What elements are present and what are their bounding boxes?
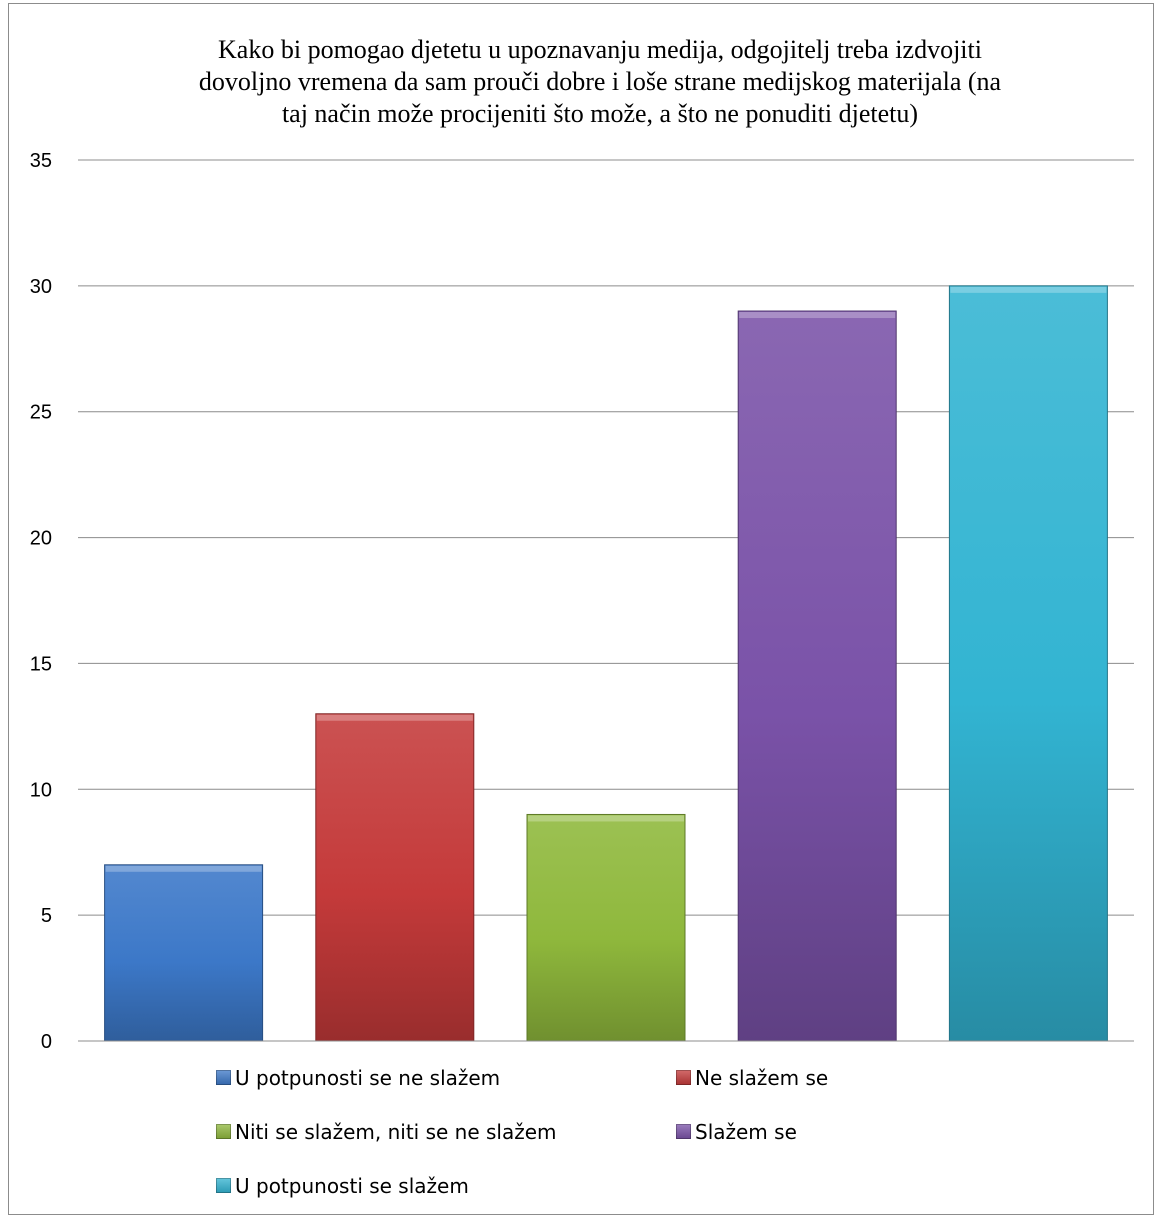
legend-item: U potpunosti se ne slažem [216, 1064, 500, 1092]
legend-label: Niti se slažem, niti se ne slažem [235, 1120, 557, 1144]
chart-title: Kako bi pomogao djetetu u upoznavanju me… [100, 34, 1100, 130]
legend-swatch [676, 1070, 691, 1085]
legend-swatch [676, 1124, 691, 1139]
y-tick-label: 0 [41, 1031, 52, 1053]
bar-highlight [950, 286, 1107, 293]
bar [737, 310, 897, 1042]
y-axis-ticks: 0 5 10 15 20 25 30 35 [30, 150, 52, 1053]
y-tick-label: 20 [30, 528, 52, 550]
bar [948, 285, 1108, 1042]
legend-label: U potpunosti se ne slažem [235, 1066, 501, 1090]
chart-title-line: taj način može procijeniti što može, a š… [281, 99, 919, 128]
bar-body [526, 813, 686, 1042]
legend-item: Ne slažem se [676, 1064, 828, 1092]
bar [104, 864, 264, 1042]
bar-body [737, 310, 897, 1042]
legend-swatch [216, 1070, 231, 1085]
y-tick-label: 30 [30, 276, 52, 298]
y-tick-label: 10 [30, 779, 52, 801]
y-tick-label: 25 [30, 402, 52, 424]
bars [78, 285, 1134, 1042]
y-tick-label: 35 [30, 150, 52, 172]
y-tick-label: 15 [30, 653, 52, 675]
chart-title-line: dovoljno vremena da sam prouči dobre i l… [198, 67, 1002, 96]
bar-body [315, 713, 475, 1042]
legend-item: U potpunosti se slažem [216, 1172, 469, 1200]
bar-body [948, 285, 1108, 1042]
bar-highlight [528, 815, 684, 822]
bar [315, 713, 475, 1042]
y-tick-label: 5 [41, 905, 52, 927]
bar-highlight [739, 312, 896, 319]
legend-swatch [216, 1178, 231, 1193]
bar-highlight [316, 714, 473, 721]
legend-label: U potpunosti se slažem [235, 1174, 469, 1198]
bar-body [104, 864, 264, 1042]
chart-title-line: Kako bi pomogao djetetu u upoznavanju me… [218, 35, 982, 64]
legend-label: Ne slažem se [695, 1066, 829, 1090]
legend-item: Niti se slažem, niti se ne slažem [216, 1118, 557, 1146]
bar [526, 813, 686, 1042]
legend-label: Slažem se [695, 1120, 797, 1144]
legend-item: Slažem se [676, 1118, 797, 1146]
legend-swatch [216, 1124, 231, 1139]
bar-highlight [105, 865, 262, 872]
